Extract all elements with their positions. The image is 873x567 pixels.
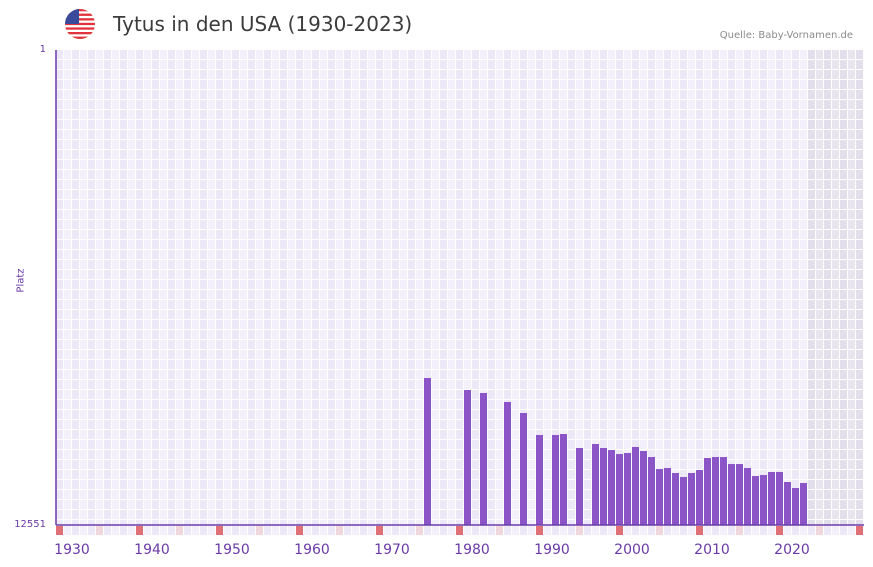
bar-2017: [752, 476, 759, 525]
bar-2016: [744, 468, 751, 525]
x-tick-1950: 1950: [214, 542, 250, 558]
bar-2011: [704, 458, 711, 525]
bar-2004: [648, 457, 655, 525]
bar-2005: [656, 469, 663, 525]
bar-1981: [464, 389, 471, 525]
bar-1988: [520, 413, 527, 525]
bar-2018: [760, 475, 767, 525]
bar-2013: [720, 457, 727, 525]
us-flag-icon: [65, 9, 95, 39]
bar-2009: [688, 472, 695, 525]
bar-1976: [424, 377, 431, 525]
bar-2002: [632, 446, 639, 525]
bar-2014: [728, 464, 735, 525]
bar-2015: [736, 464, 743, 525]
x-tick-2010: 2010: [694, 542, 730, 558]
bar-2000: [616, 454, 623, 525]
bar-1993: [560, 434, 567, 525]
bar-2001: [624, 453, 631, 525]
x-tick-1970: 1970: [374, 542, 410, 558]
x-tick-2020: 2020: [774, 542, 810, 558]
y-tick-top: 1: [39, 44, 46, 55]
bar-2019: [768, 472, 775, 525]
bar-1998: [600, 448, 607, 525]
bar-1990: [536, 434, 543, 525]
bar-1992: [552, 434, 559, 525]
bar-2022: [792, 487, 799, 525]
bar-1997: [592, 444, 599, 525]
bar-2023: [800, 482, 807, 525]
x-tick-2000: 2000: [614, 542, 650, 558]
x-tick-1990: 1990: [534, 542, 570, 558]
source-credit: Quelle: Baby-Vornamen.de: [719, 30, 853, 41]
bar-2020: [776, 472, 783, 525]
bar-1999: [608, 450, 615, 525]
bar-1995: [576, 448, 583, 525]
bar-1983: [480, 392, 487, 525]
bar-2012: [712, 457, 719, 525]
bar-2007: [672, 472, 679, 525]
bar-2010: [696, 470, 703, 525]
bar-2021: [784, 482, 791, 525]
bar-2006: [664, 468, 671, 525]
x-tick-1980: 1980: [454, 542, 490, 558]
chart-title: Tytus in den USA (1930-2023): [113, 12, 413, 36]
x-tick-1930: 1930: [54, 542, 90, 558]
bar-1986: [504, 401, 511, 525]
bar-2003: [640, 451, 647, 525]
y-tick-bottom: 12551: [14, 519, 46, 530]
x-tick-1940: 1940: [134, 542, 170, 558]
bar-2008: [680, 477, 687, 525]
x-tick-1960: 1960: [294, 542, 330, 558]
